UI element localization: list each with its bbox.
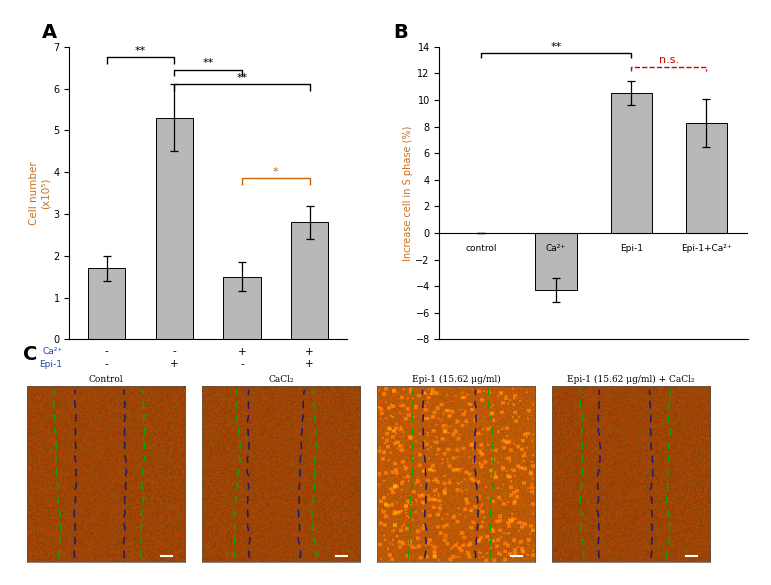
Text: **: ** — [237, 73, 247, 82]
Y-axis label: Cell number
(x10⁵): Cell number (x10⁵) — [29, 161, 51, 225]
Text: Ca²⁺: Ca²⁺ — [42, 347, 62, 356]
Text: Epi-1+Ca²⁺: Epi-1+Ca²⁺ — [682, 243, 732, 253]
Text: +: + — [170, 359, 179, 369]
Text: A: A — [42, 23, 58, 42]
Text: control: control — [465, 243, 497, 253]
Text: Epi-1: Epi-1 — [39, 360, 62, 369]
Bar — [156, 118, 193, 339]
Bar — [291, 222, 328, 339]
Text: +: + — [237, 346, 246, 357]
Text: **: ** — [135, 46, 146, 56]
Text: Epi-1 (15.62 μg/ml) + CaCl₂: Epi-1 (15.62 μg/ml) + CaCl₂ — [567, 375, 695, 384]
Text: n.s.: n.s. — [659, 56, 679, 66]
Text: Ca²⁺: Ca²⁺ — [546, 243, 566, 253]
Text: CaCl₂: CaCl₂ — [268, 376, 294, 384]
Bar — [224, 277, 261, 339]
Text: -: - — [173, 346, 177, 357]
Bar — [686, 123, 727, 233]
Bar — [611, 94, 652, 233]
Text: Epi-1: Epi-1 — [620, 243, 643, 253]
Bar — [535, 233, 577, 290]
Text: -: - — [105, 359, 109, 369]
Text: C: C — [23, 345, 38, 364]
Text: Epi-1 (15.62 μg/ml): Epi-1 (15.62 μg/ml) — [412, 375, 500, 384]
Text: -: - — [105, 346, 109, 357]
Text: B: B — [393, 23, 408, 42]
Bar — [88, 269, 125, 339]
Text: -: - — [240, 359, 244, 369]
Text: **: ** — [203, 58, 214, 68]
Text: +: + — [305, 346, 314, 357]
Text: *: * — [273, 167, 278, 177]
Text: **: ** — [550, 42, 562, 52]
Y-axis label: Increase cell in S phase (%): Increase cell in S phase (%) — [402, 125, 412, 261]
Text: Control: Control — [89, 376, 123, 384]
Text: +: + — [305, 359, 314, 369]
